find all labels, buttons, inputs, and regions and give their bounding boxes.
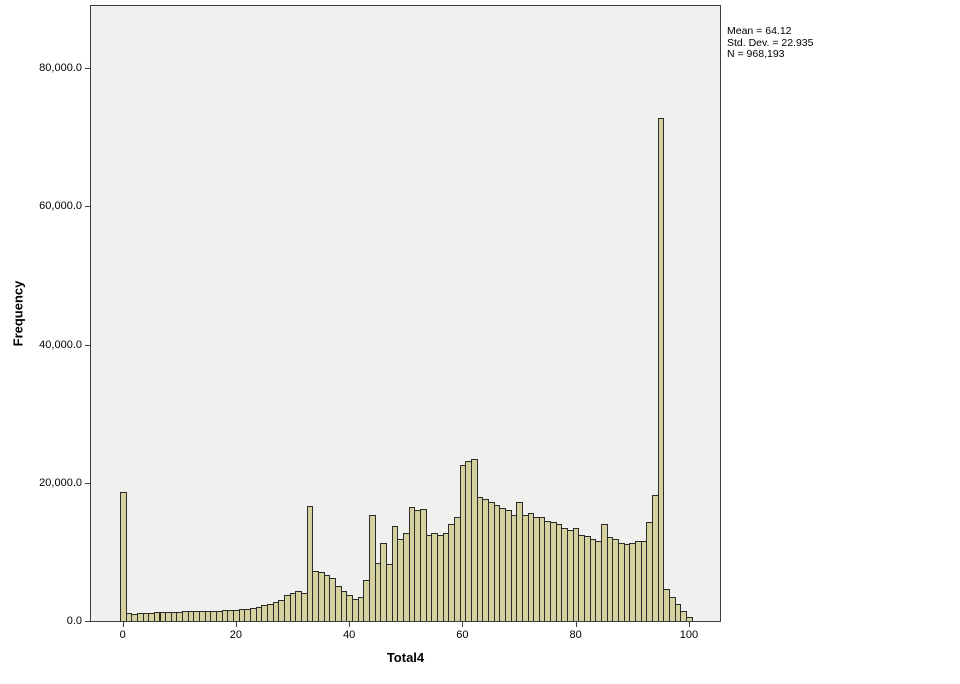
histogram-bar <box>119 492 127 621</box>
histogram-bars <box>91 6 720 621</box>
y-tick-mark <box>85 621 90 622</box>
x-tick-mark <box>235 622 237 627</box>
y-tick-label: 20,000.0 <box>39 476 82 489</box>
histogram-bar <box>306 506 314 621</box>
x-tick-mark <box>688 622 690 627</box>
y-tick-mark <box>85 206 90 208</box>
y-axis-title: Frequency <box>10 280 26 347</box>
x-tick-mark <box>349 622 351 627</box>
x-tick-mark <box>575 622 577 627</box>
stats-stddev: Std. Dev. = 22.935 <box>727 36 814 49</box>
stats-box: Mean = 64.12 Std. Dev. = 22.935 N = 968,… <box>727 25 814 61</box>
x-tick-label: 60 <box>456 629 469 641</box>
x-tick-label: 0 <box>119 629 126 641</box>
y-tick-label: 60,000.0 <box>39 200 82 213</box>
histogram-bar <box>680 610 688 621</box>
y-tick-label: 80,000.0 <box>39 62 82 75</box>
y-tick-label: 40,000.0 <box>39 338 82 351</box>
y-tick-mark <box>85 344 90 346</box>
x-tick-label: 100 <box>679 629 699 641</box>
y-tick-label: 0.0 <box>66 615 82 627</box>
x-tick-label: 20 <box>229 629 243 641</box>
x-axis-title: Total4 <box>386 650 425 665</box>
stats-mean: Mean = 64.12 <box>727 25 792 37</box>
x-tick-mark <box>462 622 464 627</box>
stats-n: N = 968,193 <box>727 48 785 60</box>
x-tick-label: 80 <box>569 629 582 641</box>
x-tick-label: 40 <box>343 629 356 641</box>
histogram-plot-area <box>90 5 721 622</box>
y-tick-mark <box>85 482 90 484</box>
y-tick-mark <box>85 68 90 70</box>
histogram-bar <box>657 117 665 621</box>
histogram-bar <box>686 616 693 621</box>
x-tick-mark <box>122 622 124 627</box>
